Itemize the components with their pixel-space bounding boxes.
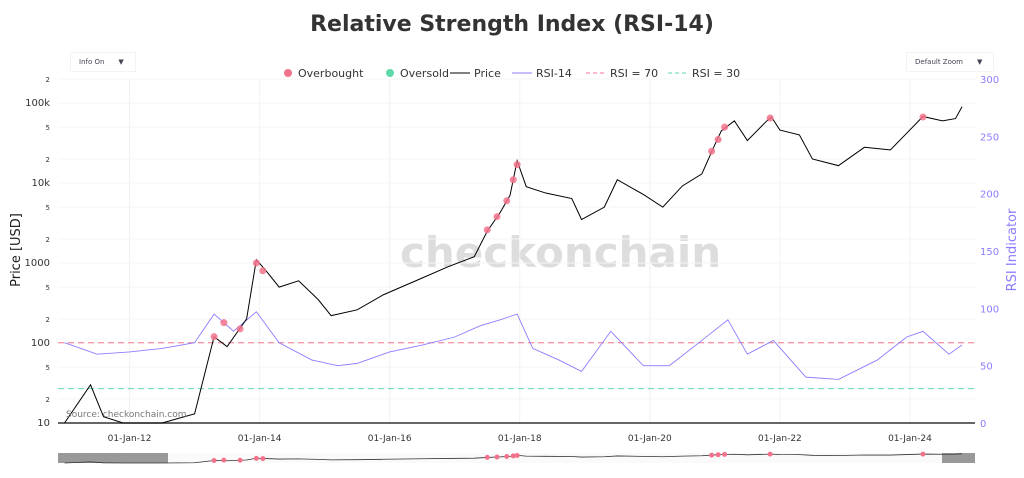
- info-label: Info On: [79, 58, 105, 66]
- overbought-point: [721, 123, 729, 131]
- minimap-point: [514, 452, 520, 458]
- overbought-point: [513, 161, 521, 169]
- minimap-point: [211, 457, 217, 463]
- chart-title: Relative Strength Index (RSI-14): [310, 12, 714, 37]
- overbought-point: [708, 147, 716, 155]
- minimap-point: [253, 455, 259, 461]
- overbought-point: [766, 114, 774, 122]
- overbought-point: [503, 197, 511, 205]
- x-tick-label: 01-Jan-22: [758, 434, 802, 444]
- legend-item: Overbought: [298, 67, 364, 80]
- y-tick-label: 1000: [25, 258, 50, 269]
- overbought-point: [919, 113, 927, 121]
- y-tick-label: 2: [46, 236, 50, 244]
- y-tick-label: 5: [46, 204, 50, 212]
- minimap-point: [484, 454, 490, 460]
- y2-axis-label: RSI Indicator: [1005, 208, 1020, 291]
- x-tick-label: 01-Jan-14: [238, 434, 282, 444]
- legend-item: RSI-14: [536, 67, 572, 80]
- y-tick-label: 2: [46, 396, 50, 404]
- x-tick-label: 01-Jan-16: [368, 434, 412, 444]
- minimap-point: [722, 451, 728, 457]
- y-tick-label: 5: [46, 364, 50, 372]
- y2-tick-label: 0: [980, 419, 986, 430]
- range-slider-handle-left[interactable]: [58, 453, 168, 463]
- source-text: Source: checkonchain.com: [66, 410, 187, 420]
- overbought-point: [493, 213, 501, 221]
- y-tick-label: 100: [31, 338, 50, 349]
- overbought-point: [714, 136, 722, 144]
- y-tick-label: 2: [46, 156, 50, 164]
- y2-tick-label: 50: [980, 362, 993, 373]
- range-slider: [58, 453, 975, 463]
- y2-tick-label: 200: [980, 190, 999, 201]
- y-tick-label: 100k: [25, 98, 50, 109]
- minimap-point: [920, 451, 926, 457]
- zoom-dropdown[interactable]: Default Zoom ▼: [906, 52, 994, 72]
- y2-tick-label: 300: [980, 75, 999, 86]
- overbought-point: [259, 267, 267, 275]
- y-tick-label: 5: [46, 284, 50, 292]
- x-tick-label: 01-Jan-12: [108, 434, 152, 444]
- legend-marker: [386, 69, 394, 77]
- overbought-point: [236, 325, 244, 333]
- x-tick-label: 01-Jan-20: [628, 434, 672, 444]
- y2-tick-label: 150: [980, 247, 999, 258]
- info-dropdown[interactable]: Info On ▼: [70, 52, 136, 72]
- chevron-down-icon: ▼: [976, 58, 983, 66]
- watermark: checkonchain: [400, 228, 722, 277]
- minimap-point: [767, 451, 773, 457]
- legend-marker: [284, 69, 292, 77]
- y-tick-label: 2: [46, 316, 50, 324]
- minimap-point: [504, 454, 510, 460]
- y-tick-label: 2: [46, 76, 50, 84]
- minimap-point: [709, 452, 715, 458]
- x-tick-label: 01-Jan-24: [888, 434, 932, 444]
- legend-item: RSI = 30: [692, 67, 740, 80]
- minimap-point: [715, 452, 721, 458]
- range-slider-handle-right[interactable]: [942, 453, 975, 463]
- overbought-point: [509, 176, 517, 184]
- price-series: [64, 106, 963, 424]
- minimap-point: [510, 453, 516, 459]
- x-tick-label: 01-Jan-18: [498, 434, 542, 444]
- y-axis-label: Price [USD]: [9, 213, 24, 287]
- overbought-point: [483, 226, 491, 234]
- zoom-label: Default Zoom: [915, 58, 963, 66]
- y-tick-label: 10k: [31, 178, 50, 189]
- rsi-series: [64, 311, 963, 380]
- overbought-point: [220, 319, 228, 327]
- y2-tick-label: 250: [980, 132, 999, 143]
- legend-item: Oversold: [400, 67, 449, 80]
- minimap-point: [260, 456, 266, 462]
- overbought-point: [210, 333, 218, 341]
- y-tick-label: 5: [46, 124, 50, 132]
- minimap-point: [494, 454, 500, 460]
- chevron-down-icon: ▼: [118, 58, 124, 66]
- y-tick-label: 10: [37, 418, 50, 429]
- minimap-price: [64, 453, 963, 464]
- overbought-point: [252, 259, 260, 267]
- legend-item: Price: [474, 67, 501, 80]
- minimap-point: [237, 457, 243, 463]
- minimap-point: [221, 457, 227, 463]
- y2-tick-label: 100: [980, 304, 999, 315]
- legend-item: RSI = 70: [610, 67, 658, 80]
